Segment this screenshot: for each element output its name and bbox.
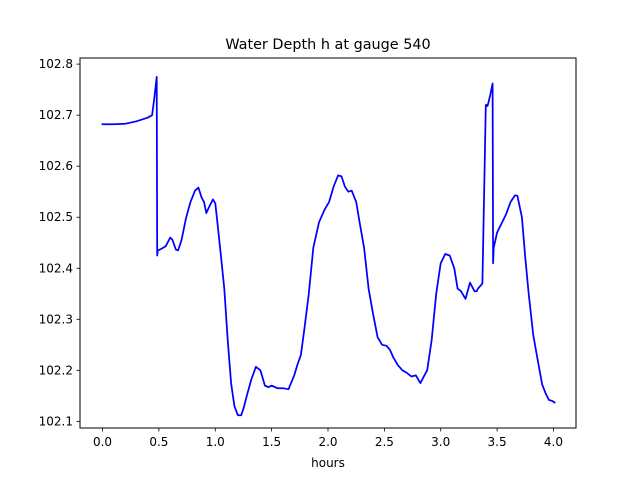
y-tick-label: 102.7: [39, 108, 73, 122]
x-tick-label: 3.5: [488, 435, 507, 449]
x-tick-label: 2.0: [318, 435, 337, 449]
y-tick-label: 102.8: [39, 57, 73, 71]
x-tick-label: 1.5: [262, 435, 281, 449]
water-depth-line: [101, 76, 556, 417]
plot-area: [101, 76, 556, 417]
x-axis-ticks: 0.0 0.5 1.0 1.5 2.0 2.5 3.0 3.5 4.0: [93, 428, 563, 449]
x-tick-label: 0.5: [149, 435, 168, 449]
y-tick-label: 102.4: [39, 261, 73, 275]
x-tick-label: 0.0: [93, 435, 112, 449]
x-tick-label: 4.0: [544, 435, 563, 449]
y-tick-label: 102.6: [39, 159, 73, 173]
y-tick-label: 102.3: [39, 312, 73, 326]
chart-title: Water Depth h at gauge 540: [225, 37, 430, 53]
y-tick-label: 102.2: [39, 363, 73, 377]
x-axis-label: hours: [311, 456, 345, 470]
y-axis-ticks: 102.1 102.2 102.3 102.4 102.5 102.6 102.7 102.8: [39, 57, 80, 428]
x-tick-label: 3.0: [431, 435, 450, 449]
y-tick-label: 102.5: [39, 210, 73, 224]
y-tick-label: 102.1: [39, 414, 73, 428]
x-tick-label: 2.5: [375, 435, 394, 449]
x-tick-label: 1.0: [206, 435, 225, 449]
